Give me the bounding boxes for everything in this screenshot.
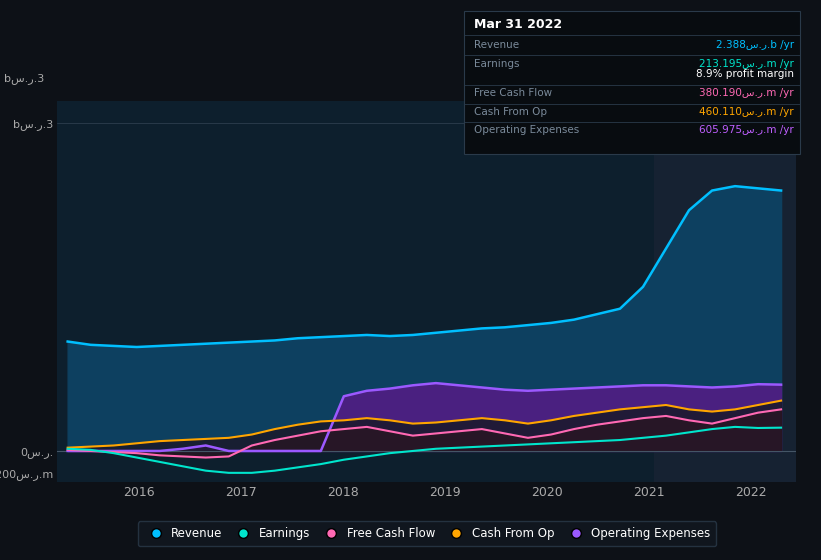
Text: 213.195س.ر.m /yr: 213.195س.ر.m /yr bbox=[699, 59, 794, 69]
Text: Mar 31 2022: Mar 31 2022 bbox=[474, 18, 562, 31]
Text: Earnings: Earnings bbox=[474, 59, 519, 69]
Legend: Revenue, Earnings, Free Cash Flow, Cash From Op, Operating Expenses: Revenue, Earnings, Free Cash Flow, Cash … bbox=[138, 521, 716, 546]
Text: 460.110س.ر.m /yr: 460.110س.ر.m /yr bbox=[699, 107, 794, 117]
Bar bbox=[654, 101, 796, 482]
Text: 2.388س.ر.b /yr: 2.388س.ر.b /yr bbox=[716, 40, 794, 50]
Text: 380.190س.ر.m /yr: 380.190س.ر.m /yr bbox=[699, 88, 794, 99]
Text: Cash From Op: Cash From Op bbox=[474, 107, 547, 117]
Text: bس.ر.3: bس.ر.3 bbox=[4, 73, 44, 84]
Text: 8.9% profit margin: 8.9% profit margin bbox=[696, 69, 794, 80]
Text: Operating Expenses: Operating Expenses bbox=[474, 125, 579, 136]
Text: Revenue: Revenue bbox=[474, 40, 519, 50]
Text: 605.975س.ر.m /yr: 605.975س.ر.m /yr bbox=[699, 125, 794, 136]
Text: Free Cash Flow: Free Cash Flow bbox=[474, 88, 552, 99]
